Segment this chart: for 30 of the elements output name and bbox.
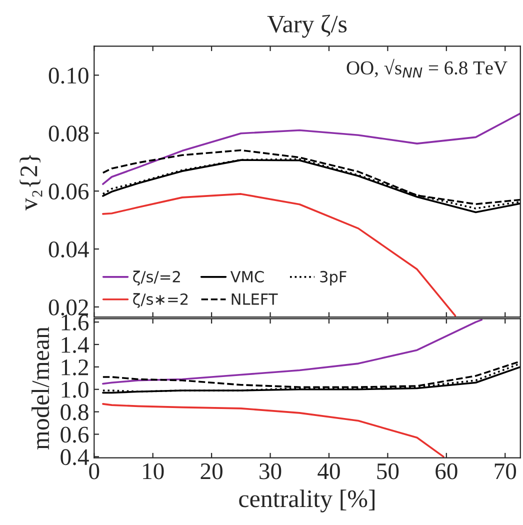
legend-label: ζ/s/=2 [133, 270, 180, 286]
y-tick-label: 0.8 [60, 404, 88, 420]
x-tick-label: 60 [436, 463, 458, 480]
x-axis-title: centrality [%] [239, 490, 374, 512]
y-tick-label: 0.02 [48, 299, 88, 316]
y-tick-label: 0.4 [60, 449, 89, 466]
x-tick-label: 40 [318, 463, 340, 480]
y-tick-label: 1.0 [62, 382, 88, 398]
legend-label: VMC [230, 270, 264, 282]
x-tick-label: 70 [494, 463, 516, 480]
y-tick-label: 0.08 [48, 126, 88, 142]
x-tick-label: 20 [200, 463, 222, 480]
chart-title: Vary ζ/s [267, 14, 347, 38]
y-axis-title: v₂{2} [20, 155, 42, 211]
legend-label: 3pF [320, 270, 346, 286]
x-tick-label: 50 [377, 463, 399, 480]
y-tick-label: 0.04 [48, 242, 89, 258]
y-tick-label: 0.06 [48, 184, 89, 200]
legend-label: ζ/s∗=2 [133, 293, 188, 308]
x-tick-label: 0 [89, 463, 100, 480]
x-tick-label: 10 [143, 463, 164, 480]
y-tick-label: 1.2 [62, 359, 88, 376]
y-tick-label: 0.10 [48, 68, 88, 84]
y-tick-label: 1.4 [62, 337, 89, 354]
y-tick-label: 1.6 [62, 314, 89, 331]
y-tick-label: 0.6 [60, 426, 89, 443]
legend-label: NLEFT [232, 294, 278, 305]
annotation: OO, √s$_{NN}$ = 6.8 TeV [346, 58, 508, 78]
x-tick-label: 30 [260, 463, 282, 480]
y-axis-title: model/mean [32, 326, 50, 450]
